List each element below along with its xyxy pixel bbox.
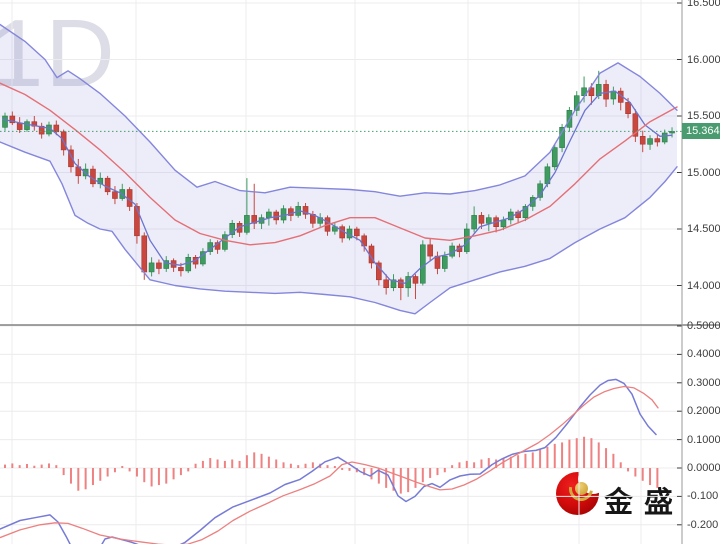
broker-logo-text: 金盛	[604, 487, 685, 519]
last-price-badge: 15.364	[682, 123, 720, 140]
price-tick-label: 16.500	[687, 0, 720, 9]
indicator-tick-label: 0.2000	[687, 405, 720, 418]
indicator-tick-label: 0.4000	[687, 348, 720, 361]
indicator-tick-label: 0.0000	[687, 462, 720, 474]
broker-logo-icon	[556, 464, 608, 515]
price-tick-label: 16.000	[687, 53, 720, 66]
logo-gold-ball	[575, 482, 588, 495]
price-tick-label: 14.500	[687, 223, 720, 235]
indicator-tick-label: 0.5000	[687, 320, 720, 332]
indicator-tick-label: -0.100	[687, 490, 719, 503]
indicator-tick-label: 0.1000	[687, 433, 720, 446]
timeframe-watermark: 1D	[0, 0, 117, 107]
broker-logo: 金盛	[556, 464, 720, 519]
price-tick-label: 15.000	[687, 166, 720, 179]
price-tick-label: 14.000	[687, 279, 720, 292]
price-tick-label: 15.500	[687, 110, 720, 122]
indicator-tick-label: -0.200	[687, 518, 719, 531]
indicator-tick-label: 0.3000	[687, 376, 720, 389]
